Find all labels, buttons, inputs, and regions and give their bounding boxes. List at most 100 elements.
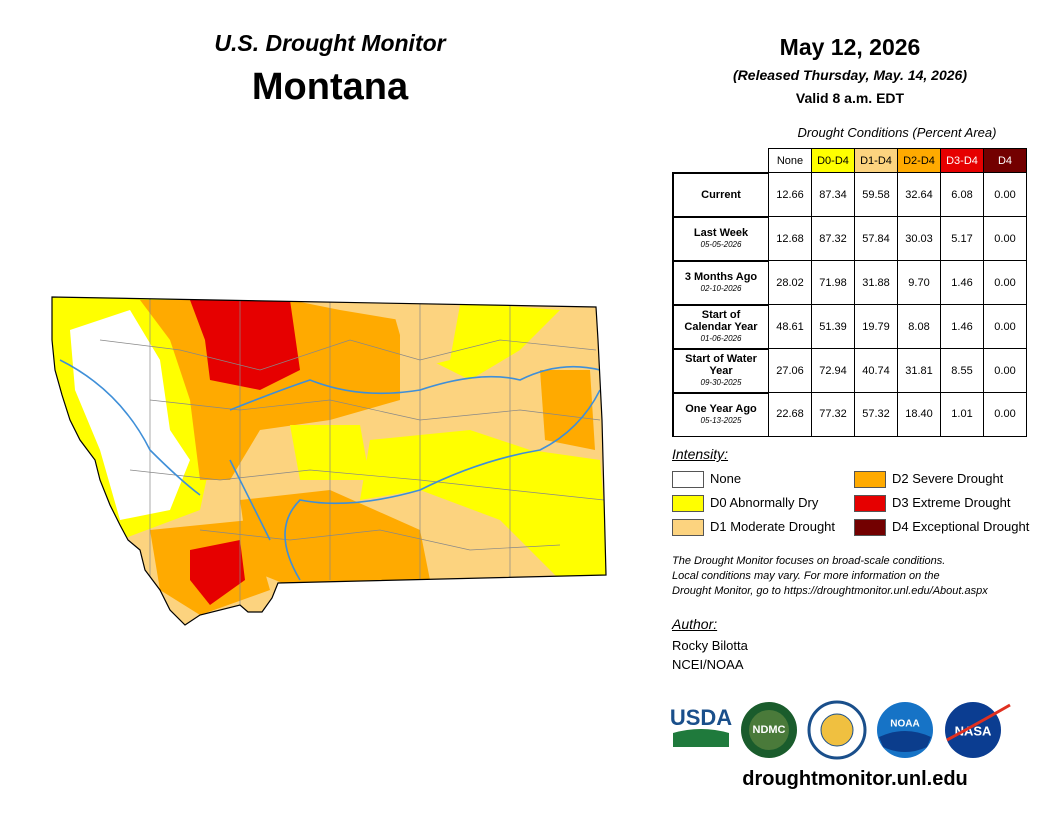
row-label: 3 Months Ago 02-10-2026 <box>672 259 769 305</box>
cell-value: 18.40 <box>897 392 941 437</box>
legend-swatch <box>854 519 886 536</box>
column-header: D4 <box>983 148 1027 173</box>
cell-value: 31.81 <box>897 348 941 393</box>
cell-value: 32.64 <box>897 172 941 217</box>
author-name: Rocky Bilotta <box>672 638 748 653</box>
row-label: Start of Calendar Year 01-06-2026 <box>672 303 769 349</box>
data-row: Current 12.66 87.34 59.58 32.64 6.08 0.00 <box>672 171 1027 217</box>
row-label-text: Start of Water Year <box>685 352 757 377</box>
logo-text: NASA <box>955 723 992 738</box>
cell-value: 1.01 <box>940 392 984 437</box>
row-label: One Year Ago 05-13-2025 <box>672 391 769 437</box>
series-title: U.S. Drought Monitor <box>214 30 446 56</box>
cell-value: 0.00 <box>983 216 1027 261</box>
note: The Drought Monitor focuses on broad-sca… <box>672 554 988 599</box>
cell-value: 8.08 <box>897 304 941 349</box>
note-line: Drought Monitor, go to https://droughtmo… <box>672 585 988 597</box>
data-row: One Year Ago 05-13-2025 22.68 77.32 57.32 18.… <box>672 391 1027 437</box>
cell-value: 6.08 <box>940 172 984 217</box>
logo-text: NDMC <box>753 724 786 736</box>
cell-value: 72.94 <box>811 348 855 393</box>
cell-value: 51.39 <box>811 304 855 349</box>
intensity-title: Intensity: <box>672 446 729 462</box>
column-header: D2-D4 <box>897 148 941 173</box>
cell-value: 40.74 <box>854 348 898 393</box>
date: May 12, 2026 <box>779 34 921 60</box>
row-label-text: 3 Months Ago <box>684 270 758 283</box>
logos: USDA NDMC NOAA NASA <box>670 700 1011 760</box>
logo-text: USDA <box>670 705 732 730</box>
cell-value: 27.06 <box>768 348 812 393</box>
row-label: Start of Water Year 09-30-2025 <box>672 347 769 393</box>
cell-value: 87.32 <box>811 216 855 261</box>
row-date: 01-06-2026 <box>700 333 742 343</box>
column-header: D0-D4 <box>811 148 855 173</box>
cell-value: 1.46 <box>940 260 984 305</box>
legend-label: D0 Abnormally Dry <box>710 495 819 510</box>
data-row: Last Week 05-05-2026 12.68 87.32 57.84 30.03 5… <box>672 215 1027 261</box>
cell-value: 57.84 <box>854 216 898 261</box>
author-title: Author: <box>672 616 718 632</box>
row-label: Current <box>672 171 769 217</box>
legend-label: D1 Moderate Drought <box>710 519 836 534</box>
legend-label: None <box>710 471 742 486</box>
cell-value: 19.79 <box>854 304 898 349</box>
header-row: None D0-D4 D1-D4 D2-D4 D3-D4 D4 <box>673 148 1027 173</box>
row-label-text: Start of Calendar Year <box>684 308 758 333</box>
table-wrap: None D0-D4 D1-D4 D2-D4 D3-D4 D4 Current 12.66 87… <box>672 148 1027 437</box>
cell-value: 0.00 <box>983 172 1027 217</box>
legend-swatch <box>672 471 704 488</box>
logo-text: NOAA <box>890 719 919 730</box>
cell-value: 8.55 <box>940 348 984 393</box>
author-org: NCEI/NOAA <box>672 657 744 672</box>
row-label-text: Last Week <box>693 226 749 239</box>
cell-value: 87.34 <box>811 172 855 217</box>
cell-value: 30.03 <box>897 216 941 261</box>
row-date: 09-30-2025 <box>700 377 742 387</box>
legend-swatch <box>854 495 886 512</box>
cell-value: 0.00 <box>983 260 1027 305</box>
note-line: Local conditions may vary. For more info… <box>672 570 940 582</box>
corner <box>673 149 769 173</box>
cell-value: 31.88 <box>854 260 898 305</box>
cell-value: 28.02 <box>768 260 812 305</box>
cell-value: 59.58 <box>854 172 898 217</box>
row-label: Last Week 05-05-2026 <box>672 215 769 261</box>
state-title: Montana <box>251 66 409 108</box>
cell-value: 12.68 <box>768 216 812 261</box>
row-date: 02-10-2026 <box>700 283 742 293</box>
cell-value: 57.32 <box>854 392 898 437</box>
legend-swatch <box>672 495 704 512</box>
column-header: D1-D4 <box>854 148 898 173</box>
data-row: 3 Months Ago 02-10-2026 28.02 71.98 31.88 9.7… <box>672 259 1027 305</box>
drought-table: None D0-D4 D1-D4 D2-D4 D3-D4 D4 Current 12.66 87… <box>672 148 1027 437</box>
legend-swatch <box>672 519 704 536</box>
state-outline <box>51 296 607 626</box>
column-header: D3-D4 <box>940 148 984 173</box>
cell-value: 71.98 <box>811 260 855 305</box>
cell-value: 12.66 <box>768 172 812 217</box>
cell-value: 0.00 <box>983 392 1027 437</box>
cell-value: 0.00 <box>983 304 1027 349</box>
row-date: 05-13-2025 <box>700 415 742 425</box>
column-header: None <box>768 148 812 173</box>
cell-value: 5.17 <box>940 216 984 261</box>
cell-value: 48.61 <box>768 304 812 349</box>
legend-swatch <box>854 471 886 488</box>
legend-label: D3 Extreme Drought <box>892 495 1011 510</box>
legend-label: D2 Severe Drought <box>892 471 1004 486</box>
data-row: Start of Water Year 09-30-2025 27.06 72.94 4… <box>672 347 1027 393</box>
cell-value: 0.00 <box>983 348 1027 393</box>
data-row: Start of Calendar Year 01-06-2026 48.61 51.… <box>672 303 1027 349</box>
row-label-text: Current <box>701 188 741 201</box>
released: (Released Thursday, May. 14, 2026) <box>733 67 967 83</box>
cell-value: 1.46 <box>940 304 984 349</box>
url: droughtmonitor.unl.edu <box>742 768 968 790</box>
note-line: The Drought Monitor focuses on broad-sca… <box>672 555 946 567</box>
valid: Valid 8 a.m. EDT <box>795 90 905 106</box>
cell-value: 22.68 <box>768 392 812 437</box>
table-caption: Drought Conditions (Percent Area) <box>797 125 997 140</box>
drought-areas <box>52 297 606 625</box>
